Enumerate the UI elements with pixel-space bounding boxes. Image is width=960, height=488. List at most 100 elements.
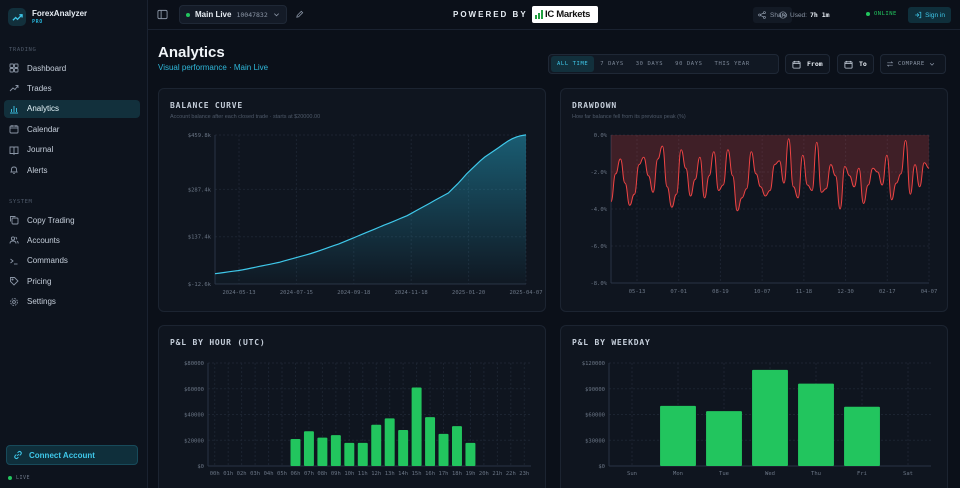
x-tick-label: 15h	[412, 471, 422, 477]
sidebar-item-settings[interactable]: Settings	[4, 293, 140, 311]
x-tick-label: Fri	[857, 471, 867, 477]
pnl-by-weekday-chart: $120000 $90000 $60000 $30000 $0 Sun Mon Tue Wed T…	[582, 361, 931, 477]
to-label: To	[859, 60, 867, 68]
to-date-button[interactable]: To	[837, 54, 874, 74]
sidebar-item-accounts[interactable]: Accounts	[4, 231, 140, 249]
x-tick-label: 09h	[331, 471, 341, 477]
sidebar-item-pricing[interactable]: Pricing	[4, 272, 140, 290]
range-30-days[interactable]: 30 DAYS	[635, 61, 664, 67]
x-tick-label: 2024-09-18	[337, 290, 370, 296]
range-7-days[interactable]: 7 DAYS	[600, 61, 624, 67]
connect-account-button[interactable]: Connect Account	[6, 445, 138, 465]
sidebar-item-journal[interactable]: Journal	[4, 141, 140, 159]
terminal-icon	[9, 256, 19, 266]
x-tick-label: 2024-07-15	[280, 290, 313, 296]
pnl-by-weekday-title: P&L BY WEEKDAY	[572, 338, 651, 347]
chevron-down-icon	[273, 13, 279, 17]
sidebar-item-label: Trades	[27, 83, 52, 93]
range-90-days[interactable]: 90 DAYS	[675, 61, 703, 67]
bar-11h[interactable]	[357, 442, 368, 466]
dashboard-icon	[9, 63, 19, 73]
sidebar-item-alerts[interactable]: Alerts	[4, 161, 140, 179]
bar-10h[interactable]	[344, 442, 355, 466]
calendar-icon	[844, 60, 853, 69]
x-tick-label: 12-30	[837, 289, 854, 295]
sidebar-item-calendar[interactable]: Calendar	[4, 120, 140, 138]
y-tick-label: -8.0%	[590, 281, 607, 287]
y-tick-label: -6.0%	[590, 244, 607, 250]
bar-wed[interactable]	[752, 369, 788, 466]
account-number: 10047832	[236, 10, 268, 19]
drawdown-title: DRAWDOWN	[572, 101, 617, 110]
sidebar-item-dashboard[interactable]: Dashboard	[4, 59, 140, 77]
y-tick-label: -4.0%	[590, 207, 607, 213]
y-tick-label: $30000	[585, 438, 605, 444]
trend-icon	[9, 83, 19, 93]
x-tick-label: 08h	[317, 471, 327, 477]
sign-in-button[interactable]: Sign in	[908, 7, 951, 23]
bell-icon	[9, 165, 19, 175]
bar-09h[interactable]	[330, 435, 341, 466]
account-status-dot-icon	[186, 12, 190, 17]
x-tick-label: Mon	[673, 471, 683, 477]
x-tick-label: 08-19	[712, 289, 729, 295]
bar-06h[interactable]	[290, 438, 301, 466]
brand-name: ForexAnalyzer	[32, 9, 88, 18]
compare-label: COMPARE	[898, 61, 925, 67]
pnl-by-hour-chart: $80000 $60000 $40000 $20000 $0 00h 01h 02h 03h 04…	[184, 361, 531, 477]
x-tick-label: 07h	[304, 471, 314, 477]
drawdown-area	[611, 135, 929, 211]
sidebar-item-label: Commands	[27, 256, 68, 266]
y-tick-label: $-12.6k	[188, 282, 212, 288]
brand[interactable]: ForexAnalyzer PRO	[8, 8, 87, 26]
compare-button[interactable]: COMPARE	[880, 54, 946, 74]
bar-12h[interactable]	[371, 424, 382, 466]
bar-08h[interactable]	[317, 437, 328, 466]
balance-curve-chart: $459.8k $287.4k $137.4k $-12.6k 2024-05-13 20…	[188, 133, 543, 296]
bar-mon[interactable]	[660, 405, 696, 466]
bar-17h[interactable]	[438, 433, 449, 466]
bar-13h[interactable]	[384, 418, 395, 466]
from-label: From	[807, 60, 823, 68]
x-tick-label: 01h	[223, 471, 233, 477]
y-tick-label: 0.0%	[594, 133, 608, 139]
sidebar-toggle-icon[interactable]	[157, 9, 168, 20]
x-tick-label: 18h	[452, 471, 462, 477]
bar-fri[interactable]	[844, 406, 880, 466]
bar-16h[interactable]	[425, 417, 436, 466]
bar-18h[interactable]	[451, 426, 462, 466]
chevron-down-icon	[929, 62, 934, 66]
x-tick-label: 02-17	[879, 289, 896, 295]
x-tick-label: 04h	[264, 471, 274, 477]
range-this-year[interactable]: THIS YEAR	[714, 61, 750, 67]
sidebar-item-copy-trading[interactable]: Copy Trading	[4, 211, 140, 229]
x-tick-label: 17h	[439, 471, 449, 477]
account-name: Main Live	[195, 10, 232, 19]
account-selector[interactable]: Main Live 10047832	[179, 5, 287, 24]
x-tick-label: 20h	[479, 471, 489, 477]
bar-thu[interactable]	[798, 383, 834, 466]
powered-by-label: POWERED BY	[453, 10, 528, 19]
online-dot-icon	[866, 12, 870, 16]
sidebar-item-trades[interactable]: Trades	[4, 79, 140, 97]
live-label: LIVE	[16, 475, 31, 481]
y-tick-label: $20000	[184, 438, 204, 444]
topbar: Main Live 10047832 POWERED BY IC Markets…	[148, 0, 960, 30]
bar-19h[interactable]	[465, 442, 476, 466]
x-tick-label: 2025-04-07	[509, 290, 542, 296]
section-label-system: SYSTEM	[9, 199, 33, 205]
edit-pencil-icon[interactable]	[295, 10, 304, 19]
bar-tue[interactable]	[706, 411, 742, 466]
share-button[interactable]: Share	[753, 7, 793, 23]
bar-14h[interactable]	[398, 429, 409, 466]
bar-07h[interactable]	[303, 431, 314, 466]
sidebar-item-analytics[interactable]: Analytics	[4, 99, 140, 118]
x-tick-label: 14h	[398, 471, 408, 477]
bar-15h[interactable]	[411, 387, 422, 466]
range-all-time[interactable]: ALL TIME	[551, 56, 595, 72]
y-tick-label: $60000	[585, 413, 605, 419]
from-date-button[interactable]: From	[785, 54, 830, 74]
time-range-selector: ALL TIME 7 DAYS 30 DAYS 90 DAYS THIS YEAR	[548, 54, 779, 74]
x-tick-label: 21h	[492, 471, 502, 477]
sidebar-item-commands[interactable]: Commands	[4, 252, 140, 270]
